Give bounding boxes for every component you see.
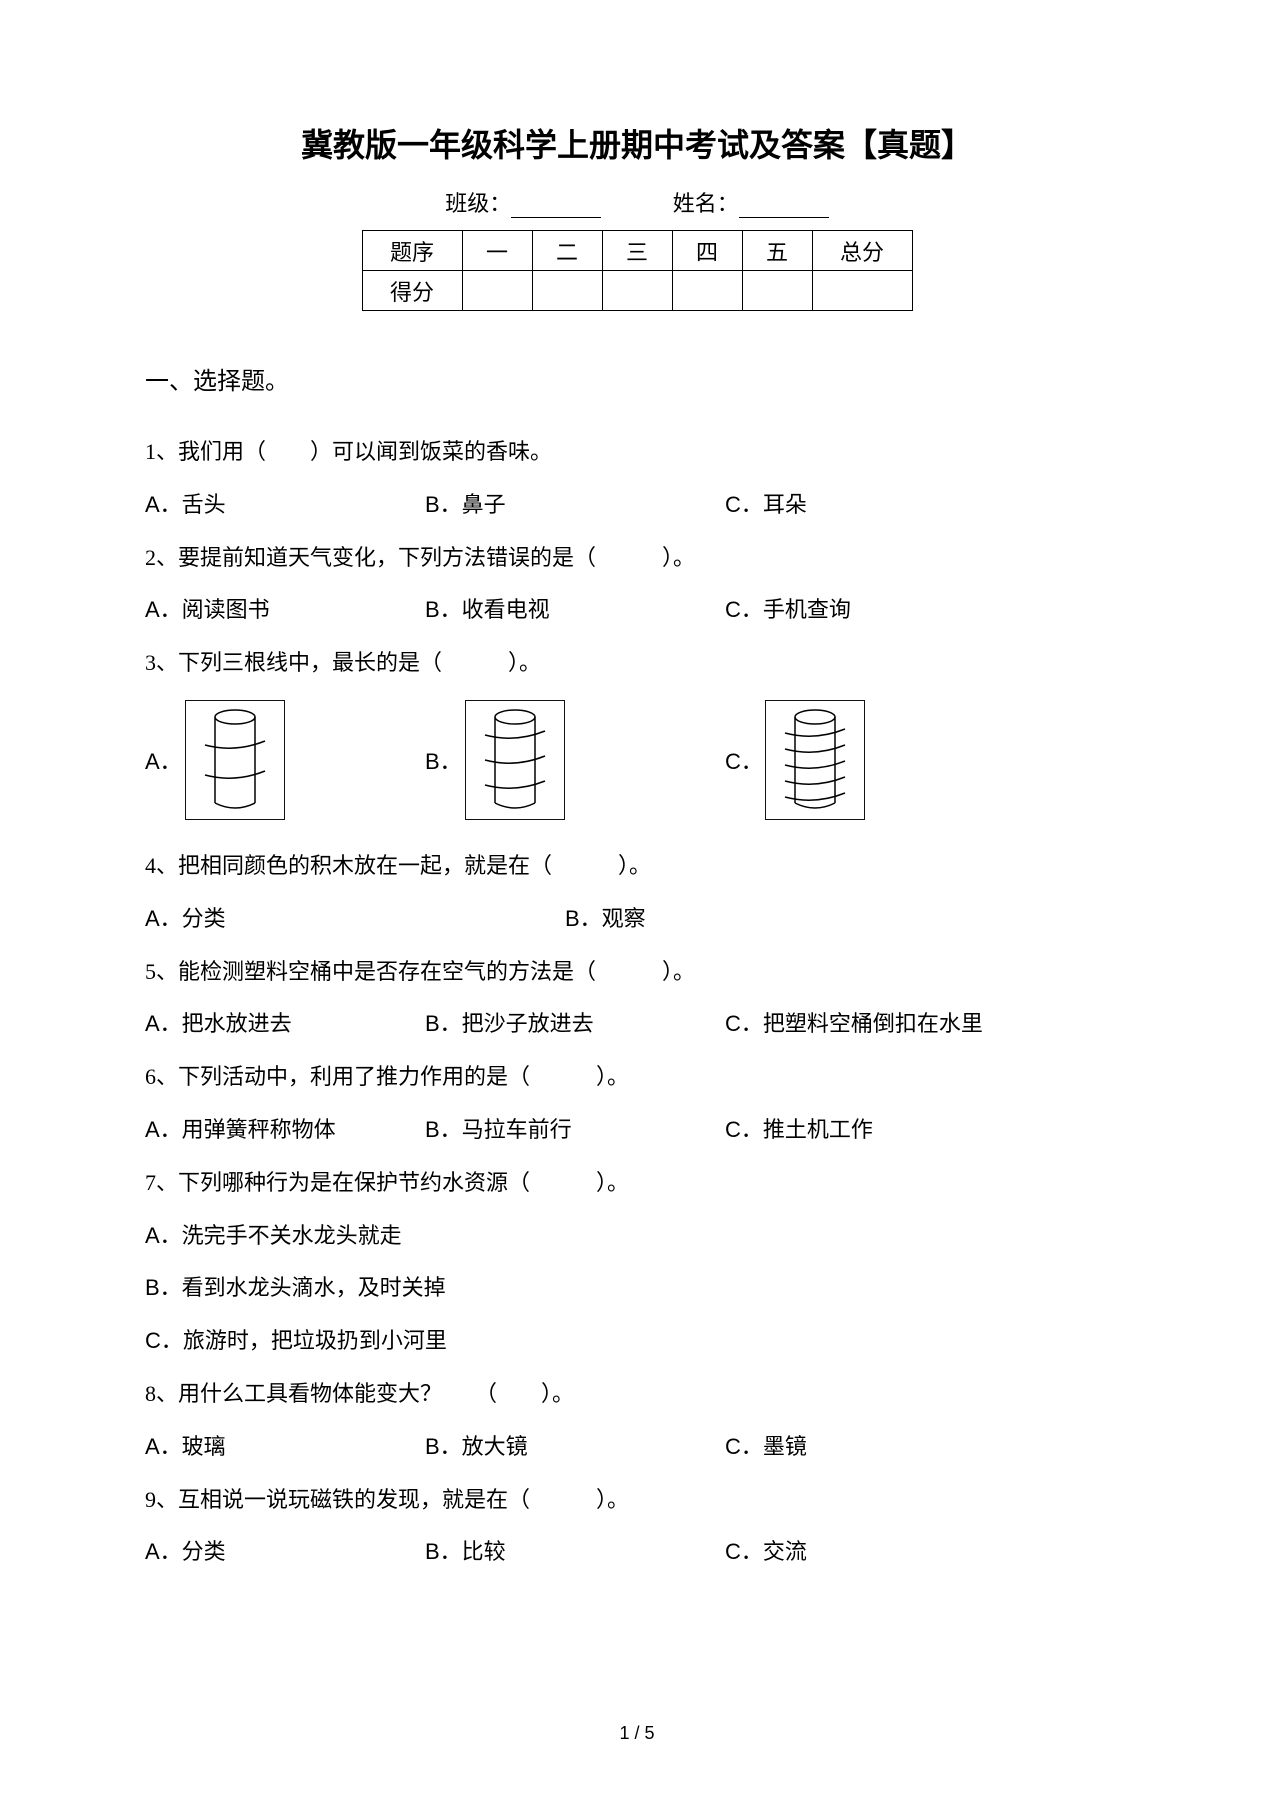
question-8: 8、用什么工具看物体能变大？ （ ）。	[145, 1368, 1129, 1421]
cell-header-label: 题序	[362, 231, 462, 271]
option: B．收看电视	[425, 584, 725, 637]
cell-header: 五	[742, 231, 812, 271]
table-row: 题序 一 二 三 四 五 总分	[362, 231, 912, 271]
option: A．玻璃	[145, 1421, 425, 1474]
question-6-options: A．用弹簧秤称物体 B．马拉车前行 C．推土机工作	[145, 1104, 1129, 1157]
option: C．耳朵	[725, 479, 807, 532]
question-5-options: A．把水放进去 B．把沙子放进去 C．把塑料空桶倒扣在水里	[145, 998, 1129, 1051]
option: A．分类	[145, 1526, 425, 1579]
cell-header-total: 总分	[812, 231, 912, 271]
question-1: 1、我们用（ ）可以闻到饭菜的香味。	[145, 426, 1129, 479]
cell-score[interactable]	[532, 271, 602, 311]
cell-score[interactable]	[672, 271, 742, 311]
option: C．交流	[725, 1526, 807, 1579]
option: B．比较	[425, 1526, 725, 1579]
question-5: 5、能检测塑料空桶中是否存在空气的方法是（ ）。	[145, 946, 1129, 999]
option: A．洗完手不关水龙头就走	[145, 1210, 1129, 1263]
question-1-options: A．舌头 B．鼻子 C．耳朵	[145, 479, 1129, 532]
question-6: 6、下列活动中，利用了推力作用的是（ ）。	[145, 1051, 1129, 1104]
option: B．看到水龙头滴水，及时关掉	[145, 1262, 1129, 1315]
info-line: 班级： 姓名：	[145, 186, 1129, 218]
cylinder-diagram-b	[465, 700, 565, 820]
cell-header: 三	[602, 231, 672, 271]
option-label: B．	[425, 744, 461, 776]
table-row: 得分	[362, 271, 912, 311]
question-9-options: A．分类 B．比较 C．交流	[145, 1526, 1129, 1579]
question-3: 3、下列三根线中，最长的是（ ）。	[145, 637, 1129, 690]
name-blank[interactable]	[739, 196, 829, 218]
question-9: 9、互相说一说玩磁铁的发现，就是在（ ）。	[145, 1474, 1129, 1527]
exam-title: 冀教版一年级科学上册期中考试及答案【真题】	[145, 120, 1129, 166]
cell-score-label: 得分	[362, 271, 462, 311]
name-label: 姓名：	[673, 191, 739, 216]
option: B．放大镜	[425, 1421, 725, 1474]
option: A．分类	[145, 893, 565, 946]
cell-score[interactable]	[602, 271, 672, 311]
option: B．马拉车前行	[425, 1104, 725, 1157]
cell-score[interactable]	[462, 271, 532, 311]
option: A．把水放进去	[145, 998, 425, 1051]
option: C．推土机工作	[725, 1104, 873, 1157]
option: B．把沙子放进去	[425, 998, 725, 1051]
option: A．阅读图书	[145, 584, 425, 637]
cylinder-diagram-a	[185, 700, 285, 820]
option: C．墨镜	[725, 1421, 807, 1474]
option: B．观察	[565, 893, 646, 946]
score-table: 题序 一 二 三 四 五 总分 得分	[362, 230, 913, 311]
option-label: A．	[145, 744, 181, 776]
cell-header: 二	[532, 231, 602, 271]
question-4: 4、把相同颜色的积木放在一起，就是在（ ）。	[145, 840, 1129, 893]
question-4-options: A．分类 B．观察	[145, 893, 1129, 946]
cylinder-diagram-c	[765, 700, 865, 820]
option: C．把塑料空桶倒扣在水里	[725, 998, 983, 1051]
option: A．舌头	[145, 479, 425, 532]
question-2: 2、要提前知道天气变化，下列方法错误的是（ ）。	[145, 532, 1129, 585]
option-label: C．	[725, 744, 761, 776]
question-7-options: A．洗完手不关水龙头就走 B．看到水龙头滴水，及时关掉 C．旅游时，把垃圾扔到小…	[145, 1210, 1129, 1368]
question-3-images: A． B．	[145, 700, 1129, 820]
page-number: 1 / 5	[0, 1723, 1274, 1744]
cell-header: 一	[462, 231, 532, 271]
cell-header: 四	[672, 231, 742, 271]
option: A．用弹簧秤称物体	[145, 1104, 425, 1157]
class-label: 班级：	[445, 191, 511, 216]
option: B．鼻子	[425, 479, 725, 532]
question-2-options: A．阅读图书 B．收看电视 C．手机查询	[145, 584, 1129, 637]
option: C．手机查询	[725, 584, 851, 637]
class-blank[interactable]	[511, 196, 601, 218]
option: C．旅游时，把垃圾扔到小河里	[145, 1315, 1129, 1368]
section-heading: 一、选择题。	[145, 361, 1129, 396]
cell-score[interactable]	[742, 271, 812, 311]
cell-score-total[interactable]	[812, 271, 912, 311]
question-7: 7、下列哪种行为是在保护节约水资源（ ）。	[145, 1157, 1129, 1210]
question-8-options: A．玻璃 B．放大镜 C．墨镜	[145, 1421, 1129, 1474]
